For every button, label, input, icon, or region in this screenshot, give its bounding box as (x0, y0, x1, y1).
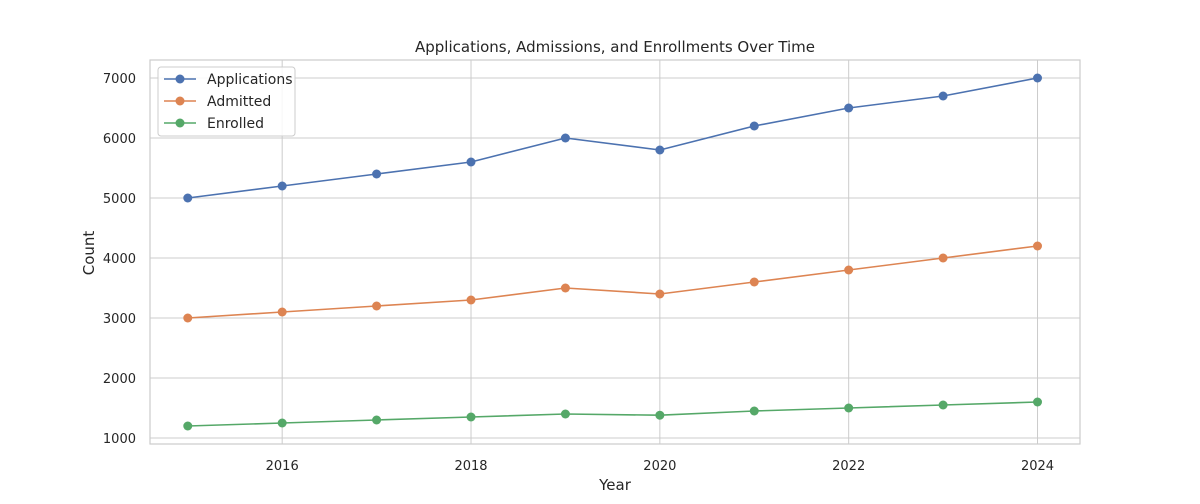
data-point-admitted-2021 (749, 277, 759, 287)
series-admitted (183, 241, 1043, 323)
legend: Applications Admitted Enrolled (157, 66, 296, 137)
data-point-enrolled-2023 (938, 400, 948, 410)
series-lines (183, 73, 1043, 431)
data-point-enrolled-2021 (749, 406, 759, 416)
data-point-admitted-2016 (277, 307, 287, 317)
data-point-enrolled-2024 (1033, 397, 1043, 407)
series-line-enrolled (187, 401, 1038, 427)
y-tick-label-1000: 1000 (103, 432, 136, 447)
data-point-admitted-2020 (655, 289, 665, 299)
x-tick-label-2018: 2018 (454, 459, 487, 474)
data-point-enrolled-2018 (466, 412, 476, 422)
data-point-applications-2016 (277, 181, 287, 191)
y-tick-label-2000: 2000 (103, 372, 136, 387)
data-point-applications-2022 (844, 103, 854, 113)
data-point-enrolled-2017 (372, 415, 382, 425)
series-line-applications (187, 77, 1038, 199)
data-point-enrolled-2022 (844, 403, 854, 413)
x-axis-label: Year (598, 476, 632, 494)
x-tick-label-2024: 2024 (1021, 459, 1054, 474)
y-axis-label: Count (80, 231, 98, 276)
series-enrolled (183, 397, 1043, 431)
data-point-admitted-2022 (844, 265, 854, 275)
chart-title: Applications, Admissions, and Enrollment… (415, 38, 815, 56)
grid-lines (150, 60, 1080, 444)
data-point-admitted-2018 (466, 295, 476, 305)
legend-label-applications: Applications (207, 72, 293, 88)
legend-marker-admitted (175, 96, 185, 106)
legend-marker-applications (175, 74, 185, 84)
legend-entry-enrolled: Enrolled (164, 116, 264, 132)
series-applications (183, 73, 1043, 203)
y-tick-label-3000: 3000 (103, 312, 136, 327)
legend-box (157, 66, 296, 137)
data-point-admitted-2024 (1033, 241, 1043, 251)
data-point-applications-2019 (560, 133, 570, 143)
legend-marker-enrolled (175, 118, 185, 128)
legend-label-enrolled: Enrolled (207, 116, 264, 132)
data-point-applications-2017 (372, 169, 382, 179)
legend-entry-applications: Applications (164, 72, 293, 88)
y-tick-label-5000: 5000 (103, 192, 136, 207)
data-point-applications-2018 (466, 157, 476, 167)
y-tick-label-6000: 6000 (103, 132, 136, 147)
data-point-admitted-2015 (183, 313, 193, 323)
x-tick-label-2016: 2016 (266, 459, 299, 474)
legend-entry-admitted: Admitted (164, 94, 271, 110)
data-point-enrolled-2019 (560, 409, 570, 419)
x-tick-label-2020: 2020 (643, 459, 676, 474)
legend-label-admitted: Admitted (207, 94, 271, 110)
series-line-admitted (187, 245, 1038, 319)
data-point-enrolled-2020 (655, 410, 665, 420)
data-point-applications-2021 (749, 121, 759, 131)
y-tick-label-4000: 4000 (103, 252, 136, 267)
data-point-applications-2023 (938, 91, 948, 101)
tick-labels: 2016 2018 2020 2022 2024 1000 2000 3000 4000 5000… (103, 72, 1054, 474)
data-point-applications-2015 (183, 193, 193, 203)
data-point-enrolled-2015 (183, 421, 193, 431)
data-point-admitted-2017 (372, 301, 382, 311)
y-tick-label-7000: 7000 (103, 72, 136, 87)
data-point-enrolled-2016 (277, 418, 287, 428)
data-point-applications-2024 (1033, 73, 1043, 83)
plot-frame (149, 59, 1081, 445)
x-tick-label-2022: 2022 (832, 459, 865, 474)
data-point-admitted-2023 (938, 253, 948, 263)
data-point-applications-2020 (655, 145, 665, 155)
data-point-admitted-2019 (560, 283, 570, 293)
